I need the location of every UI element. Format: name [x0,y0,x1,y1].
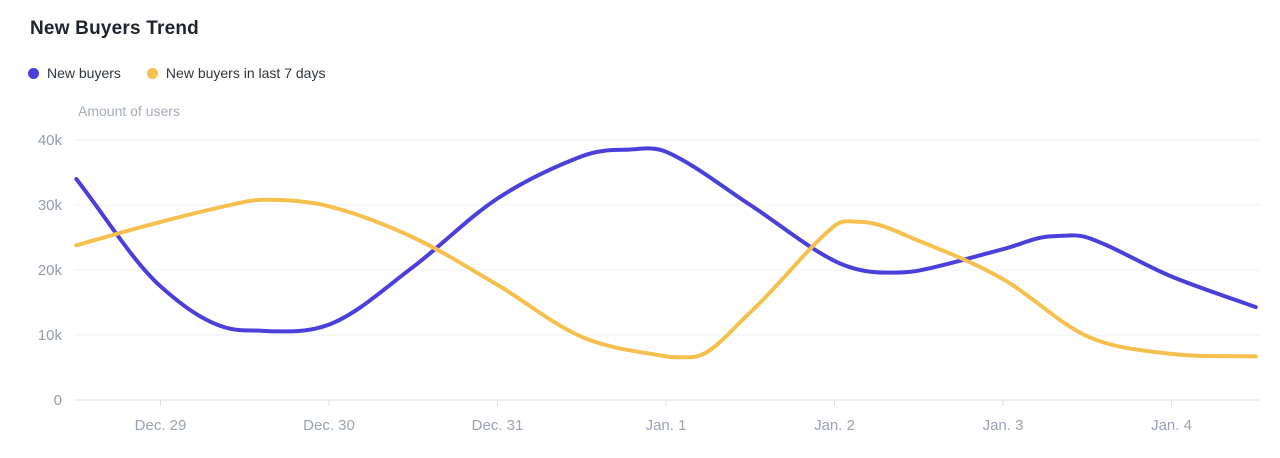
page-title: New Buyers Trend [30,18,199,39]
series-lines [74,146,1258,360]
x-tick-label-Dec. 29: Dec. 29 [135,417,187,434]
y-tick-label-30k: 30k [38,197,63,214]
y-gridlines [75,139,1260,401]
y-tick-label-10k: 10k [38,327,63,344]
y-tick-label-0: 0 [54,392,62,409]
y-axis-labels: 40k 30k 20k 10k 0 [38,132,63,409]
x-tick-label-Dec. 30: Dec. 30 [303,417,355,434]
x-tick-label-Jan. 3: Jan. 3 [983,417,1024,434]
x-tick-label-Jan. 4: Jan. 4 [1151,417,1192,434]
x-axis-labels: Dec. 29 Dec. 30 Dec. 31 Jan. 1 Jan. 2 Jan. 3 J… [135,417,1192,434]
legend-item-new-buyers-last-7-days[interactable]: New buyers in last 7 days [146,65,326,81]
y-tick-label-40k: 40k [38,132,63,149]
x-tick-label-Jan. 1: Jan. 1 [646,417,687,434]
legend-dot-new-buyers-last-7-days-icon [146,67,158,79]
legend-dot-new-buyers-icon [28,67,39,79]
legend-item-new-buyers[interactable]: New buyers [28,65,121,81]
series-path-new-buyers [74,146,1258,334]
x-tick-label-Jan. 2: Jan. 2 [814,417,855,434]
series-path-new-buyers-in-last-7-days [74,197,1258,360]
legend-label-new-buyers-last-7-days: New buyers in last 7 days [165,65,326,81]
legend-label-new-buyers: New buyers [47,65,121,81]
y-axis-title: Amount of users [78,103,180,119]
x-tick-label-Dec. 31: Dec. 31 [472,417,524,434]
x-axis-ticks [160,400,1172,406]
y-tick-label-20k: 20k [38,262,63,279]
legend: New buyers New buyers in last 7 days [28,65,325,81]
